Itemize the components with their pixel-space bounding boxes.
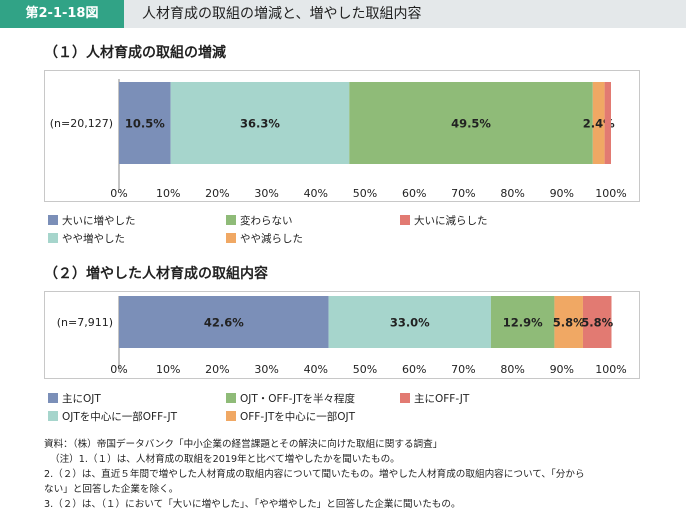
notes: 資料：（株）帝国データバンク「中小企業の経営課題とその解決に向けた取組に関する調… [44,437,644,512]
figure-header: 第2-1-18図 人材育成の取組の増減と、増やした取組内容 [0,0,686,28]
chart1-tick-label: 100% [595,187,626,200]
chart1-bar-5 [604,82,611,164]
chart2-tick-label: 40% [304,363,328,376]
chart1-category-label: (n=20,127) [50,117,113,130]
chart1-legend-item: 変わらない [226,213,293,228]
source-note: 資料：（株）帝国データバンク「中小企業の経営課題とその解決に向けた取組に関する調… [44,439,443,450]
chart1-bar-4 [592,82,605,164]
chart2-tick-label: 100% [595,363,626,376]
chart2-tick-label: 60% [402,363,426,376]
chart1-box: (n=20,127) 10.5% 36.3% 49.5% 2.4% 0% 10% 20% 30%… [44,70,640,202]
chart2-data-label-4: 5.8% [553,316,585,330]
chart1-tick-label: 90% [550,187,574,200]
chart2-category-label: (n=7,911) [57,316,113,329]
chart2-legend-item: OFF-JTを中心に一部OJT [226,409,355,424]
note-2a: 2.（２）は、直近５年間で増やした人材育成の取組内容について聞いたもの。増やした… [44,469,585,480]
chart2-data-label-1: 42.6% [204,316,244,330]
chart1-tick-label: 0% [110,187,127,200]
note-1: （注）1.（１）は、人材育成の取組を2019年と比べて増やしたかを聞いたもの。 [50,454,400,465]
chart1-legend-label: やや減らした [240,233,303,245]
note-2b: ない」と回答した企業を除く。 [44,484,179,495]
chart2-tick-label: 90% [550,363,574,376]
chart2-data-label-2: 33.0% [390,316,430,330]
chart2-tick-label: 30% [254,363,278,376]
chart2-box: (n=7,911) 42.6% 33.0% 12.9% 5.8% 5.8% 0% 10% 20%… [44,291,640,379]
chart1-legend-swatch [48,215,58,225]
chart2-tick-label: 50% [353,363,377,376]
chart1-legend-swatch [226,215,236,225]
chart2-tick-label: 20% [205,363,229,376]
chart2-legend-swatch [48,411,58,421]
chart1-data-label-1: 10.5% [125,117,165,131]
chart1-legend-label: 大いに減らした [414,215,488,227]
chart2-tick-label: 10% [156,363,180,376]
chart2-legend-item: 主にOFF-JT [400,391,469,406]
figure-id: 第2-1-18図 [0,0,124,28]
chart1-legend-item: やや増やした [48,231,125,246]
chart1-legend-item: 大いに増やした [48,213,136,228]
chart1-bar-1 [119,82,171,164]
chart1-tick-label: 10% [156,187,180,200]
chart1-legend-item: やや減らした [226,231,303,246]
chart1-bar-3 [349,82,593,164]
chart1-tick-label: 50% [353,187,377,200]
chart2-data-label-3: 12.9% [503,316,543,330]
chart2-heading: （２）増やした人材育成の取組内容 [44,266,268,282]
chart2-legend-swatch [400,393,410,403]
chart1-legend-swatch [400,215,410,225]
chart2-bar-5 [582,296,612,348]
chart1-bar-2 [170,82,350,164]
chart2-legend-swatch [226,411,236,421]
chart2-data-label-5: 5.8% [581,316,613,330]
chart1-tick-label: 30% [254,187,278,200]
chart1-heading: （１）人材育成の取組の増減 [44,45,226,61]
chart2-bar-2 [328,296,491,348]
chart2-legend-label: OJT・OFF-JTを半々程度 [240,393,356,405]
chart1-tick-label: 70% [451,187,475,200]
chart2-legend-label: 主にOJT [62,393,101,405]
chart2-tick-label: 80% [500,363,524,376]
chart1-legend-label: 大いに増やした [62,215,136,227]
chart2-legend-swatch [226,393,236,403]
chart1-legend-swatch [226,233,236,243]
chart2-svg: (n=7,911) 42.6% 33.0% 12.9% 5.8%5.8% 0% 10% 20%… [57,296,627,376]
chart1-data-label-3: 49.5% [451,117,491,131]
chart2-legend-item: OJTを中心に一部OFF-JT [48,409,177,424]
chart2-legend-item: 主にOJT [48,391,101,406]
note-3: 3.（２）は、（１）において「大いに増やした」、「やや増やした」と回答した企業に… [44,499,461,510]
chart1-legend-item: 大いに減らした [400,213,488,228]
chart1-tick-label: 80% [500,187,524,200]
chart2-legend-swatch [48,393,58,403]
chart1-tick-label: 60% [402,187,426,200]
chart1-legend-label: やや増やした [62,233,125,245]
chart2-bar-4 [554,296,583,348]
chart1-legend-label: 変わらない [240,215,293,227]
chart1-svg: (n=20,127) 10.5% 36.3% 49.5% 2.4%0% 10% 20% 30%… [50,79,627,200]
chart1-legend-swatch [48,233,58,243]
chart1-data-label-2: 36.3% [240,117,280,131]
chart1-tick-label: 20% [205,187,229,200]
chart1-tick-label: 40% [304,187,328,200]
chart2-legend-item: OJT・OFF-JTを半々程度 [226,391,355,406]
chart2-bar-3 [490,296,555,348]
chart2-legend-label: OFF-JTを中心に一部OJT [240,411,356,423]
chart2-bar-1 [119,296,329,348]
figure-title: 人材育成の取組の増減と、増やした取組内容 [142,6,422,22]
chart2-tick-label: 70% [451,363,475,376]
chart2-legend-label: 主にOFF-JT [414,393,470,405]
chart2-tick-label: 0% [110,363,127,376]
chart2-legend-label: OJTを中心に一部OFF-JT [62,411,178,423]
